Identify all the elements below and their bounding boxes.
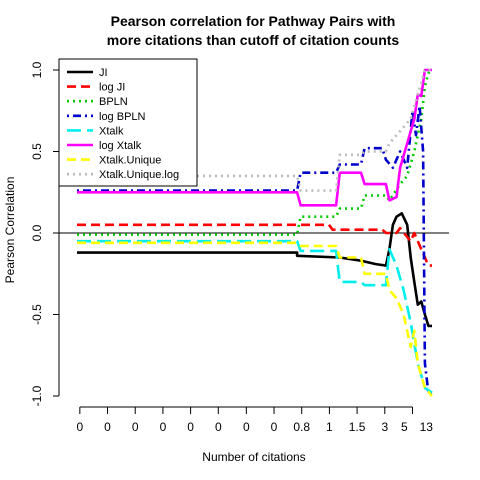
x-tick-label: 5 <box>401 420 408 434</box>
x-tick-label: 13 <box>420 420 434 434</box>
x-tick-label: 0.8 <box>293 420 310 434</box>
legend-label: Xtalk <box>99 125 124 137</box>
x-tick-label: 0 <box>215 420 222 434</box>
legend-box <box>58 58 198 187</box>
legend-label: log JI <box>99 82 125 94</box>
x-tick-label: 0 <box>243 420 250 434</box>
series-line-2 <box>77 69 433 236</box>
x-tick-label: 3 <box>381 420 388 434</box>
series-line-6 <box>77 241 433 397</box>
y-tick-label: 0.5 <box>30 143 44 160</box>
y-tick-label: -0.5 <box>30 304 44 325</box>
x-tick-label: 0 <box>76 420 83 434</box>
y-axis-label: Pearson Correlation <box>3 177 17 284</box>
x-tick-label: 0 <box>132 420 139 434</box>
legend: JI log JI BPLN log BPLN Xtalk log Xtalk Xtalk.… <box>58 58 198 187</box>
y-tick-label: -1.0 <box>30 385 44 406</box>
x-tick-label: 0 <box>104 420 111 434</box>
series-line-1 <box>77 223 432 267</box>
x-tick-label: 1 <box>326 420 333 434</box>
y-tick-label: 0.0 <box>30 224 44 241</box>
series-line-3 <box>77 104 432 394</box>
x-tick-label: 0 <box>160 420 167 434</box>
chart-title-line-2: more citations than cutoff of citation c… <box>107 32 400 48</box>
x-tick-label: 0 <box>187 420 194 434</box>
legend-label: BPLN <box>99 96 128 108</box>
chart-title-line-1: Pearson correlation for Pathway Pairs wi… <box>111 13 396 29</box>
legend-label: Xtalk.Unique <box>99 155 161 167</box>
x-axis: 0 0 0 0 0 0 0 0 0.8 1 1.5 3 5 13 <box>76 406 434 434</box>
x-tick-label: 0 <box>271 420 278 434</box>
series-line-0 <box>77 212 432 328</box>
chart-title: Pearson correlation for Pathway Pairs wi… <box>107 13 400 48</box>
legend-label: log Xtalk <box>99 140 142 152</box>
x-tick-label: 1.5 <box>349 420 366 434</box>
x-axis-label: Number of citations <box>202 450 305 464</box>
y-axis: -1.0 -0.5 0.0 0.5 1.0 <box>30 61 60 406</box>
series-line-7 <box>77 68 432 192</box>
legend-label: log BPLN <box>99 111 146 123</box>
legend-label: Xtalk.Unique.log <box>99 169 179 181</box>
y-tick-label: 1.0 <box>30 61 44 78</box>
legend-label: JI <box>99 67 108 79</box>
series-lines <box>77 68 433 397</box>
series-line-4 <box>77 239 433 394</box>
